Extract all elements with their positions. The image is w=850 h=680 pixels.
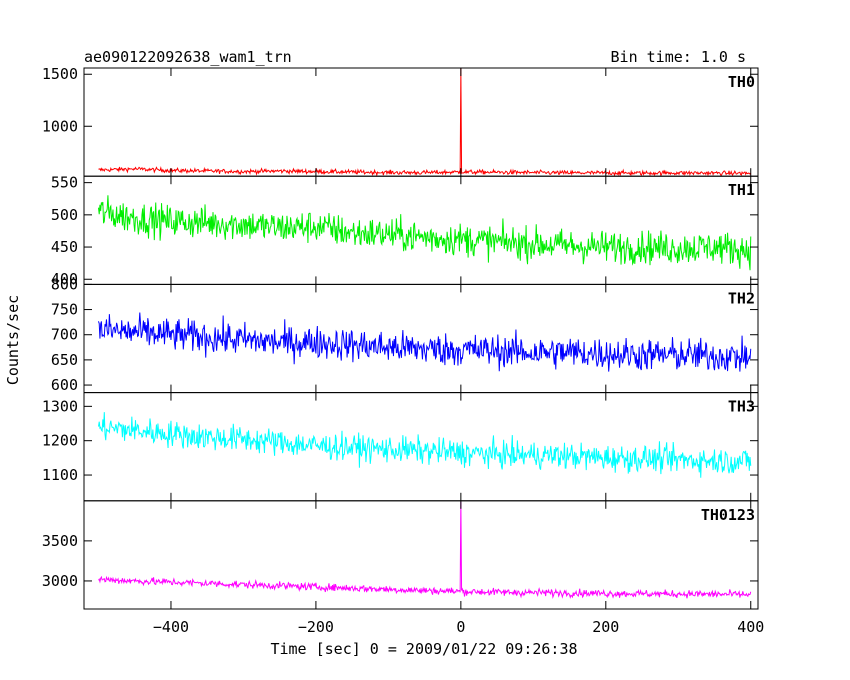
x-axis-label: Time [sec] 0 = 2009/01/22 09:26:38 <box>270 640 577 658</box>
panel-th1: 400 450 500 550 TH1 <box>51 174 759 288</box>
y-tick-label: 1000 <box>42 117 78 135</box>
series-line-th0 <box>98 68 752 177</box>
panel-frame <box>83 392 759 502</box>
y-tick-label: 1100 <box>42 466 78 484</box>
x-tick-label: 200 <box>592 618 619 636</box>
x-tick-label: −200 <box>298 618 334 636</box>
series-line-th2 <box>98 312 752 372</box>
y-tick-label: 650 <box>51 351 78 369</box>
panel-th0: 1000 1500 TH0 <box>42 65 759 177</box>
y-tick-label: 1200 <box>42 432 78 450</box>
y-tick-label: 600 <box>51 376 78 394</box>
bin-time-label: Bin time: 1.0 s <box>611 48 746 66</box>
series-line-th3 <box>97 412 752 478</box>
y-tick-label: 3000 <box>42 572 78 590</box>
panel-label-th0123: TH0123 <box>701 506 755 524</box>
x-tick-label: 400 <box>737 618 764 636</box>
y-tick-label: 500 <box>51 206 78 224</box>
panel-frame <box>83 175 759 285</box>
y-tick-label: 550 <box>51 174 78 192</box>
y-tick-label: 1300 <box>42 397 78 415</box>
panel-label-th1: TH1 <box>728 181 755 199</box>
y-tick-label: 750 <box>51 301 78 319</box>
x-tick-label: 0 <box>456 618 465 636</box>
panel-label-th0: TH0 <box>728 73 755 91</box>
series-line-th0123 <box>98 501 752 599</box>
panel-th3: 1100 1200 1300 TH3 <box>42 392 759 502</box>
y-axis-label: Counts/sec <box>4 295 22 385</box>
y-tick-label: 700 <box>51 326 78 344</box>
series-line-th1 <box>97 195 752 271</box>
y-tick-label: 450 <box>51 238 78 256</box>
y-tick-label: 1500 <box>42 65 78 83</box>
panel-th0123: 3000 3500 TH0123 <box>42 500 759 610</box>
panel-frame <box>83 500 759 610</box>
panel-label-th3: TH3 <box>728 398 755 416</box>
x-tick-label: −400 <box>153 618 189 636</box>
panels-group: 1000 1500 TH0 400 450 500 550 TH1 600 650 700 750 80… <box>42 65 764 636</box>
panel-th2: 600 650 700 750 800 TH2 <box>51 275 759 394</box>
y-tick-label: 3500 <box>42 532 78 550</box>
panel-frame <box>83 67 759 177</box>
panel-label-th2: TH2 <box>728 289 755 307</box>
y-tick-label: 800 <box>51 275 78 293</box>
y-tick-label: 400 <box>51 270 78 288</box>
chart-title: ae090122092638_wam1_trn <box>84 48 292 66</box>
panel-frame <box>83 283 759 394</box>
